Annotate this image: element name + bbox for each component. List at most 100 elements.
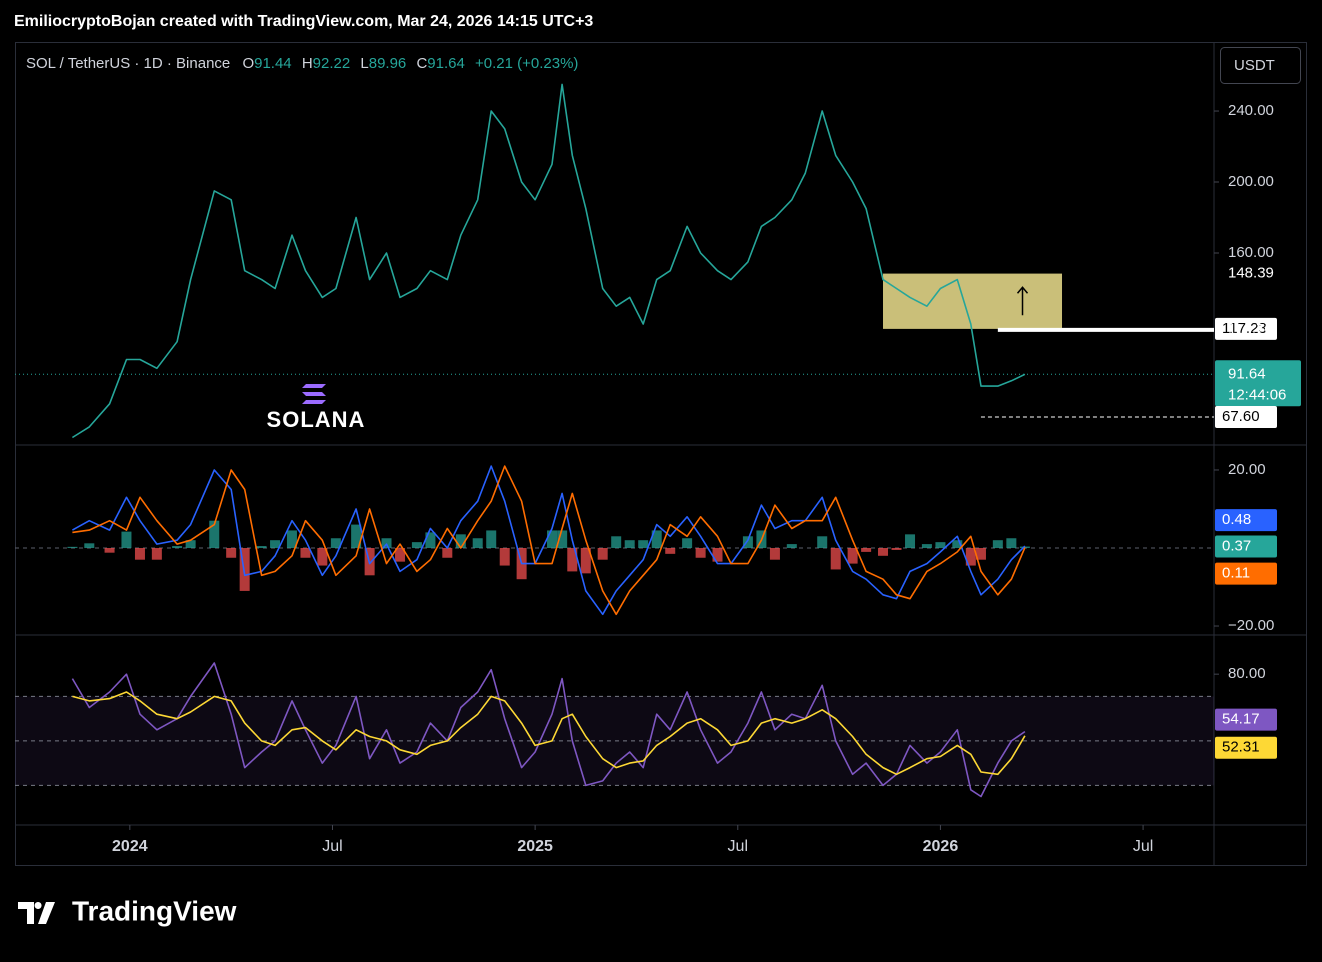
symbol-legend: SOL / TetherUS · 1D · Binance O91.44 H92… — [26, 55, 578, 72]
x-tick-label: Jul — [1133, 838, 1153, 855]
histogram-bar — [209, 520, 220, 548]
histogram-bar — [226, 547, 237, 558]
zone — [883, 273, 1063, 329]
countdown: 12:44:06 — [1228, 386, 1286, 403]
legend-key: C — [416, 55, 427, 72]
legend-value: 89.96 — [369, 55, 407, 72]
rsi-tag-box — [1215, 708, 1277, 731]
histogram-bar — [256, 546, 267, 548]
y-tick-label: 160.00 — [1228, 244, 1274, 261]
histogram-bar — [1019, 546, 1030, 548]
legend-key: H — [302, 55, 313, 72]
solana-icon — [302, 384, 326, 404]
histogram-bar — [486, 530, 497, 548]
x-tick-label: 2026 — [923, 838, 959, 855]
currency-label[interactable]: USDT — [1234, 57, 1275, 74]
histogram-bar — [712, 547, 723, 562]
histogram-bar — [891, 547, 902, 550]
solana-logo: SOLANA — [267, 384, 366, 432]
histogram-bar — [597, 547, 608, 560]
y-tick-label: −20.00 — [1228, 617, 1274, 634]
zone-bottom-tag: 117.23 — [1222, 320, 1267, 337]
rsi-tag: 54.17 — [1222, 711, 1260, 728]
histogram-bar — [239, 547, 250, 591]
histogram-bar — [286, 530, 297, 548]
histogram-bar — [847, 547, 858, 564]
histogram-bar — [330, 538, 341, 548]
zone-top-label: 148.39 — [1228, 265, 1274, 282]
histogram-bar — [499, 547, 510, 566]
legend-key: L — [360, 55, 368, 72]
histogram-bar — [185, 540, 196, 548]
histogram-bar — [317, 547, 328, 566]
currency-button-box[interactable] — [1220, 47, 1301, 84]
histogram-bar — [134, 547, 145, 560]
histogram-bar — [472, 538, 483, 548]
histogram-bar — [651, 530, 662, 548]
y-tick-label: 20.00 — [1228, 461, 1266, 478]
series-line — [72, 465, 1026, 616]
x-tick-label: 2024 — [112, 838, 148, 855]
footer-brand: TradingView — [18, 895, 237, 926]
histogram-bar — [121, 531, 132, 548]
histogram-bar — [975, 547, 986, 560]
x-tick-label: 2025 — [517, 838, 553, 855]
histogram-bar — [547, 530, 558, 548]
histogram-bar — [905, 534, 916, 548]
histogram-bar — [455, 534, 466, 548]
rsi-band — [15, 696, 1214, 786]
histogram-bar — [695, 547, 706, 558]
histogram-bar — [395, 547, 406, 562]
histogram-bar — [638, 540, 649, 548]
histogram-bar — [965, 547, 976, 566]
x-tick-label: Jul — [322, 838, 342, 855]
low-tag: 67.60 — [1222, 408, 1260, 425]
histogram-bar — [567, 547, 578, 572]
histogram-bar — [769, 547, 780, 560]
zone-bottom-tag-box — [1215, 317, 1277, 340]
symbol-title: SOL / TetherUS · 1D · Binance — [26, 55, 230, 72]
legend-value: 91.64 — [427, 55, 465, 72]
histogram-bar — [351, 524, 362, 548]
signal-tag: 0.11 — [1222, 565, 1250, 582]
histogram-bar — [300, 547, 311, 558]
histogram-bar — [270, 540, 281, 548]
histogram-bar — [580, 547, 591, 574]
legend-key: O — [242, 55, 254, 72]
histogram-bar — [381, 538, 392, 548]
x-tick-label: Jul — [728, 838, 748, 855]
histogram-bar — [742, 536, 753, 548]
header-text: EmiliocryptoBojan created with TradingVi… — [14, 13, 593, 30]
histogram-bar — [172, 546, 183, 548]
currency-button[interactable]: USDT — [1220, 47, 1301, 84]
histogram-bar — [104, 547, 115, 553]
histogram-bar — [878, 547, 889, 556]
signal-tag-box — [1215, 562, 1277, 585]
legend-change: +0.21 (+0.23%) — [475, 55, 578, 72]
rsi-ma-tag: 52.31 — [1222, 739, 1260, 756]
histogram-bar — [682, 538, 693, 548]
series-line — [71, 662, 1026, 798]
last-price-tag: 91.64 — [1228, 365, 1266, 382]
rsi-ma-tag-box — [1215, 736, 1277, 759]
series-line — [71, 83, 1026, 439]
histogram-bar — [921, 544, 932, 548]
histogram-tag-box — [1215, 535, 1277, 558]
histogram-bar — [817, 536, 828, 548]
histogram-bar — [1006, 538, 1017, 548]
histogram-bar — [992, 540, 1003, 548]
legend-value: 92.22 — [313, 55, 351, 72]
brand-name: TradingView — [72, 895, 237, 926]
y-tick-label: 240.00 — [1228, 102, 1274, 119]
histogram-bar — [84, 543, 95, 548]
last-price-tag-box — [1215, 360, 1301, 407]
chart-frame — [15, 42, 1307, 866]
histogram-bar — [786, 544, 797, 548]
watermark: SOLANA — [267, 407, 366, 432]
histogram-tag: 0.37 — [1222, 538, 1251, 555]
zone-arrow — [1016, 286, 1029, 316]
histogram-bar — [442, 547, 453, 558]
histogram-bar — [425, 532, 436, 548]
